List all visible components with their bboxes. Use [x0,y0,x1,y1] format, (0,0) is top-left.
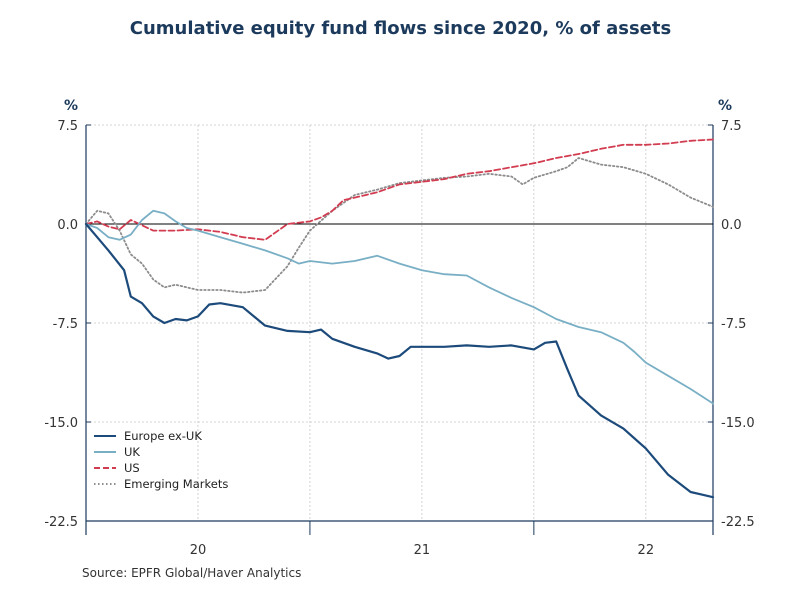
source-note: Source: EPFR Global/Haver Analytics [82,566,302,580]
y-tick-label-left: -15.0 [44,416,78,431]
y-tick-label-left: 0.0 [57,218,78,233]
y-tick-label-left: -7.5 [53,317,78,332]
legend-label: US [124,461,140,475]
series-line-europe-ex-uk [84,222,715,499]
x-tick-label: 21 [414,543,431,558]
series-line-us [85,138,714,241]
right-axis-unit: % [718,98,733,114]
series-line-emerging-markets [85,157,714,294]
series-line-uk [85,209,714,405]
y-tick-label-left: 7.5 [57,119,78,134]
y-tick-label-right: -15.0 [721,416,755,431]
y-tick-label-left: -22.5 [44,515,78,530]
x-tick-label: 22 [638,543,655,558]
y-tick-label-right: 7.5 [721,119,742,134]
chart-title: Cumulative equity fund flows since 2020,… [129,18,672,39]
left-axis-unit: % [64,98,79,114]
y-tick-label-right: -22.5 [721,515,755,530]
legend-label: UK [124,445,140,459]
y-tick-label-right: -7.5 [721,317,746,332]
legend-label: Emerging Markets [124,477,228,491]
legend-label: Europe ex-UK [124,429,202,443]
x-tick-label: 20 [190,543,207,558]
y-tick-label-right: 0.0 [721,218,742,233]
